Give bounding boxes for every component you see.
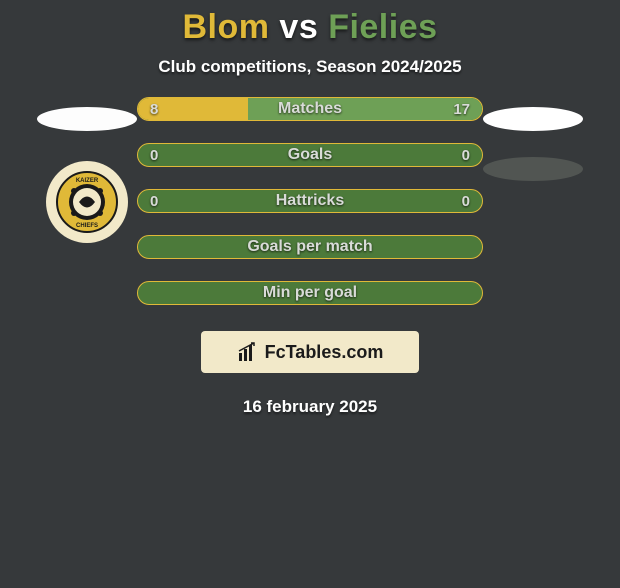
brand-attribution[interactable]: FcTables.com bbox=[201, 331, 419, 373]
brand-text: FcTables.com bbox=[265, 342, 384, 363]
stat-bar: Goals0 0 bbox=[137, 143, 483, 167]
stat-value-left: 0 bbox=[150, 193, 158, 210]
stat-value-right: 17 bbox=[453, 101, 470, 118]
club-badge-inner: KAIZER CHIEFS bbox=[56, 171, 118, 233]
stat-value-left: 8 bbox=[150, 101, 158, 118]
bar-chart-icon bbox=[237, 341, 259, 363]
stat-value-right: 0 bbox=[462, 193, 470, 210]
stat-bar: Hattricks0 0 bbox=[137, 189, 483, 213]
player2-color-oval-1 bbox=[483, 107, 583, 131]
player1-color-oval bbox=[37, 107, 137, 131]
stat-label: Goals bbox=[138, 146, 482, 164]
stat-label: Goals per match bbox=[138, 238, 482, 256]
player1-name: Blom bbox=[182, 8, 269, 46]
club-crest-icon: KAIZER CHIEFS bbox=[56, 171, 118, 233]
left-column: KAIZER CHIEFS bbox=[37, 97, 137, 243]
date-line: 16 february 2025 bbox=[243, 397, 377, 417]
player1-club-badge: KAIZER CHIEFS bbox=[46, 161, 128, 243]
right-column bbox=[483, 97, 583, 181]
stat-label: Min per goal bbox=[138, 284, 482, 302]
stat-label: Matches bbox=[138, 100, 482, 118]
stat-value-right: 0 bbox=[462, 147, 470, 164]
svg-text:CHIEFS: CHIEFS bbox=[76, 223, 98, 229]
player2-name: Fielies bbox=[328, 8, 437, 46]
content-row: KAIZER CHIEFS Matches817Goals00Hattricks… bbox=[0, 97, 620, 417]
stat-label: Hattricks bbox=[138, 192, 482, 210]
stat-bar: Matches8 17 bbox=[137, 97, 483, 121]
stat-bar: Goals per match bbox=[137, 235, 483, 259]
vs-separator: vs bbox=[279, 8, 318, 46]
svg-text:KAIZER: KAIZER bbox=[76, 178, 99, 184]
comparison-title: Blom vs Fielies bbox=[0, 8, 620, 47]
subtitle: Club competitions, Season 2024/2025 bbox=[0, 57, 620, 77]
stat-bar: Min per goal bbox=[137, 281, 483, 305]
player2-color-oval-2 bbox=[483, 157, 583, 181]
stats-column: Matches817Goals00Hattricks00Goals per ma… bbox=[137, 97, 483, 417]
stat-value-left: 0 bbox=[150, 147, 158, 164]
